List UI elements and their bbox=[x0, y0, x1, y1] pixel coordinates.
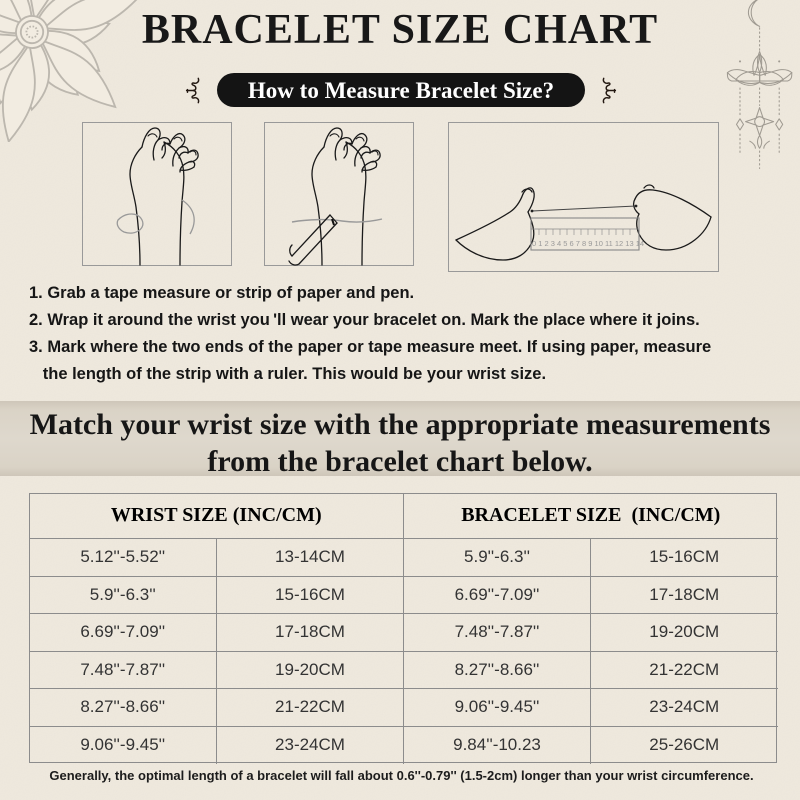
svg-text:0 1 2 3 4 5 6 7 8 9 10 11 12 1: 0 1 2 3 4 5 6 7 8 9 10 11 12 13 14 bbox=[532, 239, 644, 248]
